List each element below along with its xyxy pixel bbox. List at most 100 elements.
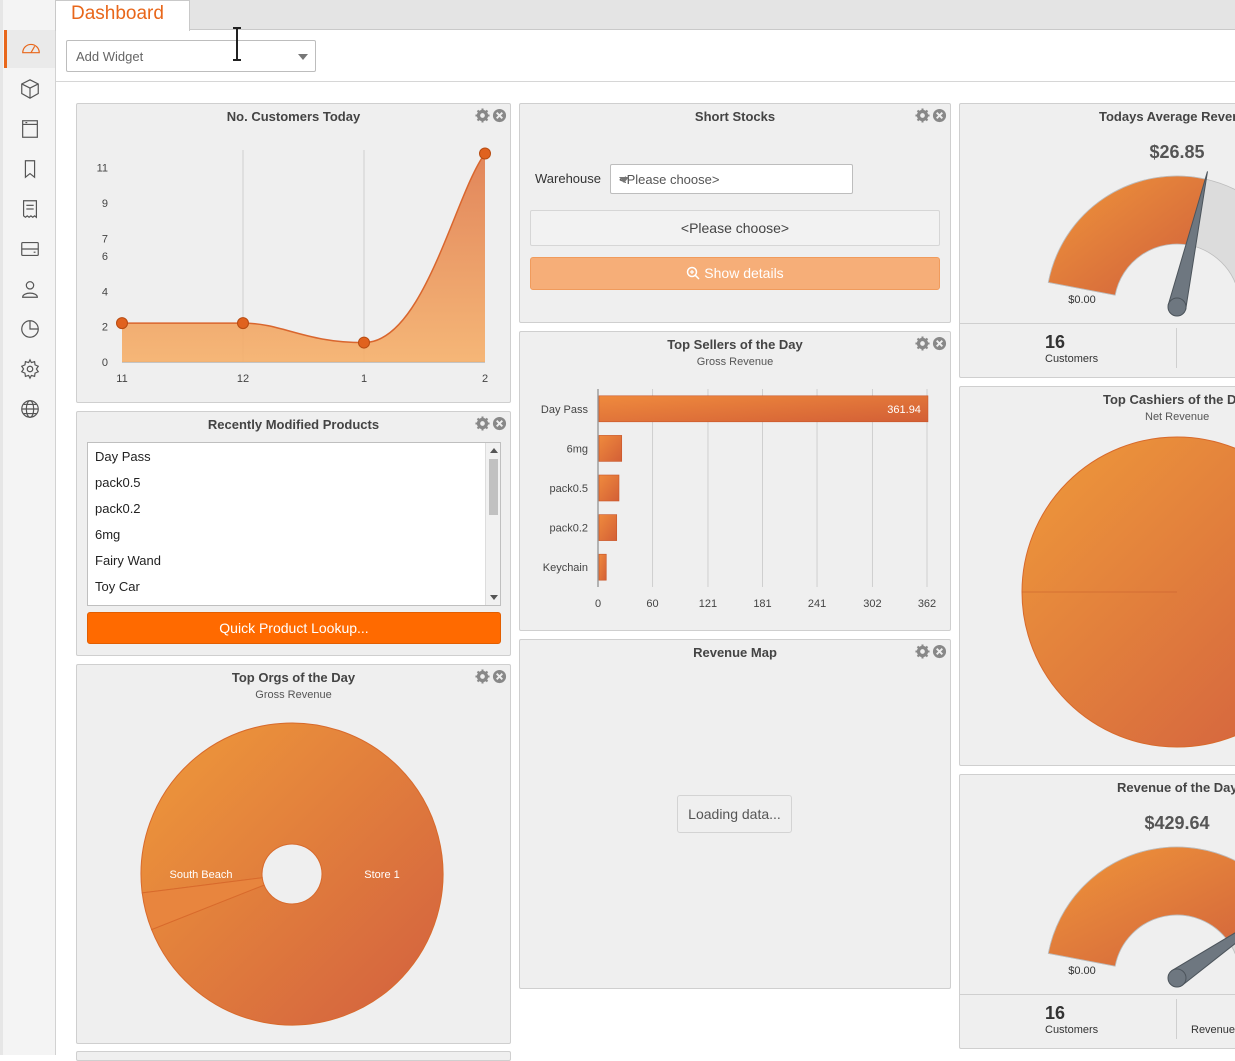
- sidebar-item-receipts[interactable]: [4, 190, 55, 228]
- receipt-icon: [22, 200, 37, 219]
- sidebar-item-dashboard[interactable]: [4, 30, 55, 68]
- chevron-down-icon: [298, 54, 308, 60]
- product-list[interactable]: Day Pass pack0.5 pack0.2 6mg Fairy Wand …: [87, 442, 501, 606]
- bar: [598, 514, 618, 541]
- bar-value-label: 361.94: [887, 404, 921, 416]
- x-tick-label: 181: [753, 598, 771, 610]
- x-tick-label: 241: [808, 598, 826, 610]
- widget-subtitle: Gross Revenue: [696, 356, 774, 368]
- x-tick-label: 12: [237, 373, 249, 385]
- gear-icon[interactable]: [915, 644, 930, 659]
- speedometer-icon: [22, 43, 40, 54]
- gear-icon: [20, 358, 39, 380]
- customers-label: Customers: [1045, 1024, 1099, 1036]
- close-icon[interactable]: [492, 108, 507, 123]
- gauge-fill: [1047, 175, 1207, 296]
- gauge-value: $429.64: [1144, 813, 1209, 833]
- category-label: Day Pass: [541, 404, 589, 416]
- gear-icon[interactable]: [915, 336, 930, 351]
- widget-partial: [76, 1051, 511, 1061]
- sidebar-item-customers[interactable]: [4, 270, 55, 308]
- x-tick-label: 302: [863, 598, 881, 610]
- list-item[interactable]: Fairy Wand: [95, 553, 161, 568]
- widget-subtitle: Net Revenue: [1145, 411, 1210, 423]
- sidebar-item-web[interactable]: [4, 390, 55, 428]
- y-tick-label: 9: [102, 198, 108, 210]
- sidebar-item-bookmarks[interactable]: [4, 150, 55, 188]
- top-cashiers-pie-chart: [1021, 436, 1235, 748]
- close-icon[interactable]: [492, 669, 507, 684]
- warehouse-select[interactable]: <Please choose>: [610, 164, 853, 194]
- bar: [598, 553, 607, 581]
- chevron-down-icon: [619, 177, 629, 183]
- quick-product-lookup-button[interactable]: Quick Product Lookup...: [87, 612, 501, 644]
- x-tick-label: 0: [595, 598, 601, 610]
- gear-icon[interactable]: [475, 416, 490, 431]
- close-icon[interactable]: [932, 336, 947, 351]
- widget-customers-today: No. Customers Today 0 2 4 6 7 9 11 11 12 1 2: [76, 103, 511, 403]
- widget-title: Top Orgs of the Day: [231, 670, 356, 685]
- scroll-down-icon[interactable]: [490, 595, 498, 600]
- bookmark-icon: [24, 160, 35, 179]
- sidebar-item-settings[interactable]: [4, 350, 55, 388]
- customers-label: Customers: [1045, 353, 1099, 365]
- divider: [1176, 999, 1177, 1039]
- list-item[interactable]: pack0.5: [95, 475, 141, 490]
- list-item[interactable]: pack0.2: [95, 501, 141, 516]
- gear-icon[interactable]: [915, 108, 930, 123]
- close-icon[interactable]: [492, 416, 507, 431]
- close-icon[interactable]: [932, 644, 947, 659]
- sidebar-item-products[interactable]: [4, 70, 55, 108]
- gear-icon[interactable]: [475, 108, 490, 123]
- scrollbar-thumb[interactable]: [489, 459, 498, 515]
- widget-tools: [915, 644, 947, 659]
- y-tick-label: 2: [102, 322, 108, 334]
- widget-recently-modified: Recently Modified Products Day Pass pack…: [76, 411, 511, 656]
- gauge-pivot: [1167, 968, 1187, 988]
- sidebar-item-register[interactable]: [4, 110, 55, 148]
- category-label: Keychain: [543, 562, 588, 574]
- show-details-button[interactable]: Show details: [530, 257, 940, 290]
- revenue-label: Revenue: [1191, 1024, 1235, 1036]
- orgs-pie-chart: Store 1 South Beach: [140, 722, 444, 1026]
- series-line: [122, 153, 486, 344]
- pie-chart-icon: [20, 320, 39, 338]
- data-point: [479, 147, 491, 160]
- list-item[interactable]: 6mg: [95, 527, 121, 542]
- register-icon: [21, 120, 38, 138]
- gear-icon[interactable]: [475, 669, 490, 684]
- add-widget-select[interactable]: Add Widget: [66, 40, 316, 72]
- gauge-fill: [1047, 846, 1235, 967]
- divider: [960, 323, 1235, 324]
- scrollbar[interactable]: [485, 443, 500, 605]
- warehouse-select-value: <Please choose>: [619, 172, 720, 187]
- gauge-min-label: $0.00: [1068, 965, 1096, 977]
- widget-title: Revenue of the Day: [1117, 780, 1235, 795]
- sidebar-item-reports[interactable]: [4, 310, 55, 348]
- globe-icon: [20, 400, 39, 418]
- sidebar-item-storage[interactable]: [4, 230, 55, 268]
- slice-label: South Beach: [170, 869, 233, 881]
- close-icon[interactable]: [932, 108, 947, 123]
- y-tick-label: 6: [102, 251, 108, 263]
- tab-dashboard[interactable]: Dashboard: [55, 0, 190, 31]
- drawer-icon: [20, 241, 39, 257]
- scroll-up-icon[interactable]: [490, 448, 498, 453]
- list-item[interactable]: Day Pass: [95, 449, 151, 464]
- x-tick-label: 2: [482, 373, 488, 385]
- widget-tools: [475, 669, 507, 684]
- x-tick-label: 362: [918, 598, 936, 610]
- list-item[interactable]: Toy Car: [95, 579, 140, 594]
- average-revenue-gauge: $26.85 $0.00: [1047, 142, 1235, 317]
- bar: [598, 474, 620, 502]
- widget-title: Top Cashiers of the D: [1103, 392, 1235, 407]
- pie-slice: [141, 877, 265, 931]
- revenue-day-gauge: $429.64 $0.00: [1047, 813, 1235, 988]
- widget-title: Todays Average Reven: [1099, 109, 1235, 124]
- data-point: [116, 317, 128, 330]
- widget-title: No. Customers Today: [226, 109, 361, 124]
- tab-dashboard-label: Dashboard: [71, 3, 164, 24]
- divider: [960, 994, 1235, 995]
- widget-tools: [475, 108, 507, 123]
